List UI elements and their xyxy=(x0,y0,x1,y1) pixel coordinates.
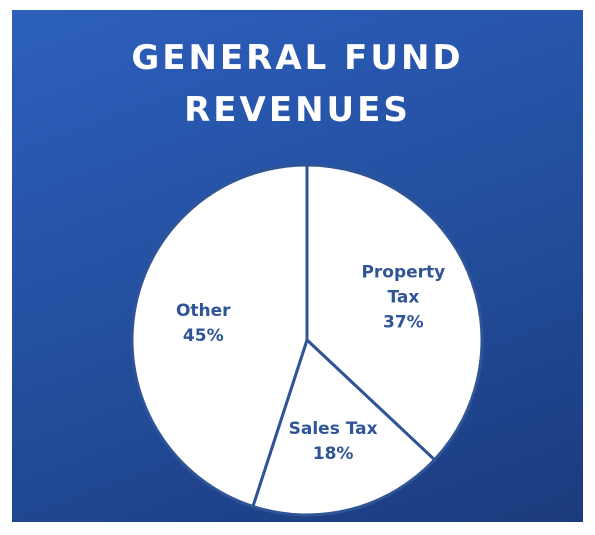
value-label: 37% xyxy=(383,312,424,333)
slice-label: Other 45% xyxy=(155,299,251,349)
category-label: Sales Tax xyxy=(288,418,378,439)
pie-slice xyxy=(130,163,309,508)
pie-slice xyxy=(305,163,484,462)
chart-title: GENERAL FUND REVENUES xyxy=(131,38,464,130)
value-label: 45% xyxy=(182,325,224,346)
category-label: Property Tax xyxy=(361,262,446,308)
pie-slice xyxy=(251,338,437,517)
slice-label: Property Tax 37% xyxy=(355,261,451,336)
slice-label: Sales Tax 18% xyxy=(285,417,381,467)
category-label: Other xyxy=(175,300,231,321)
value-label: 18% xyxy=(312,443,354,464)
